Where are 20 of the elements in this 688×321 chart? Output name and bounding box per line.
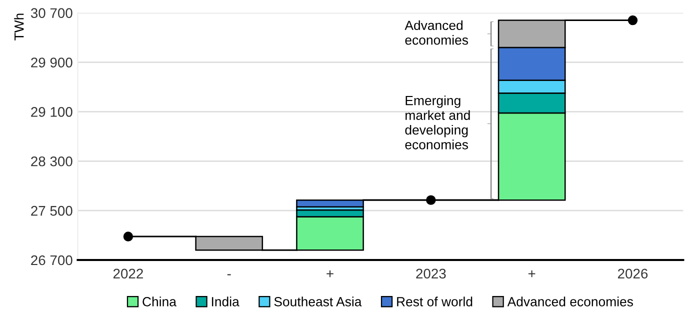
x-tick-label: - <box>227 274 231 276</box>
legend-label: Rest of world <box>397 296 472 306</box>
legend-label: India <box>212 296 240 306</box>
legend-label: Advanced economies <box>507 296 633 306</box>
y-tick-label: 29 100 <box>31 107 72 117</box>
y-tick-label: 30 700 <box>30 8 72 18</box>
x-tick-label: 2023 <box>416 268 446 279</box>
y-axis-title: TWh <box>14 14 24 40</box>
x-tick-label: 2026 <box>618 268 648 279</box>
legend-label: Southeast Asia <box>274 296 362 306</box>
legend-label: China <box>142 296 176 306</box>
y-tick-label: 27 500 <box>31 206 72 216</box>
annotation: Emerging market and developing economies <box>405 96 470 150</box>
annotation: Advanced economies <box>404 20 468 45</box>
x-tick-label: + <box>528 270 536 278</box>
x-tick-label: 2022 <box>113 268 143 279</box>
y-tick-label: 28 300 <box>31 156 72 166</box>
y-tick-label: 26 700 <box>31 255 72 266</box>
y-tick-label: 29 900 <box>31 58 72 68</box>
x-tick-label: + <box>326 270 334 278</box>
